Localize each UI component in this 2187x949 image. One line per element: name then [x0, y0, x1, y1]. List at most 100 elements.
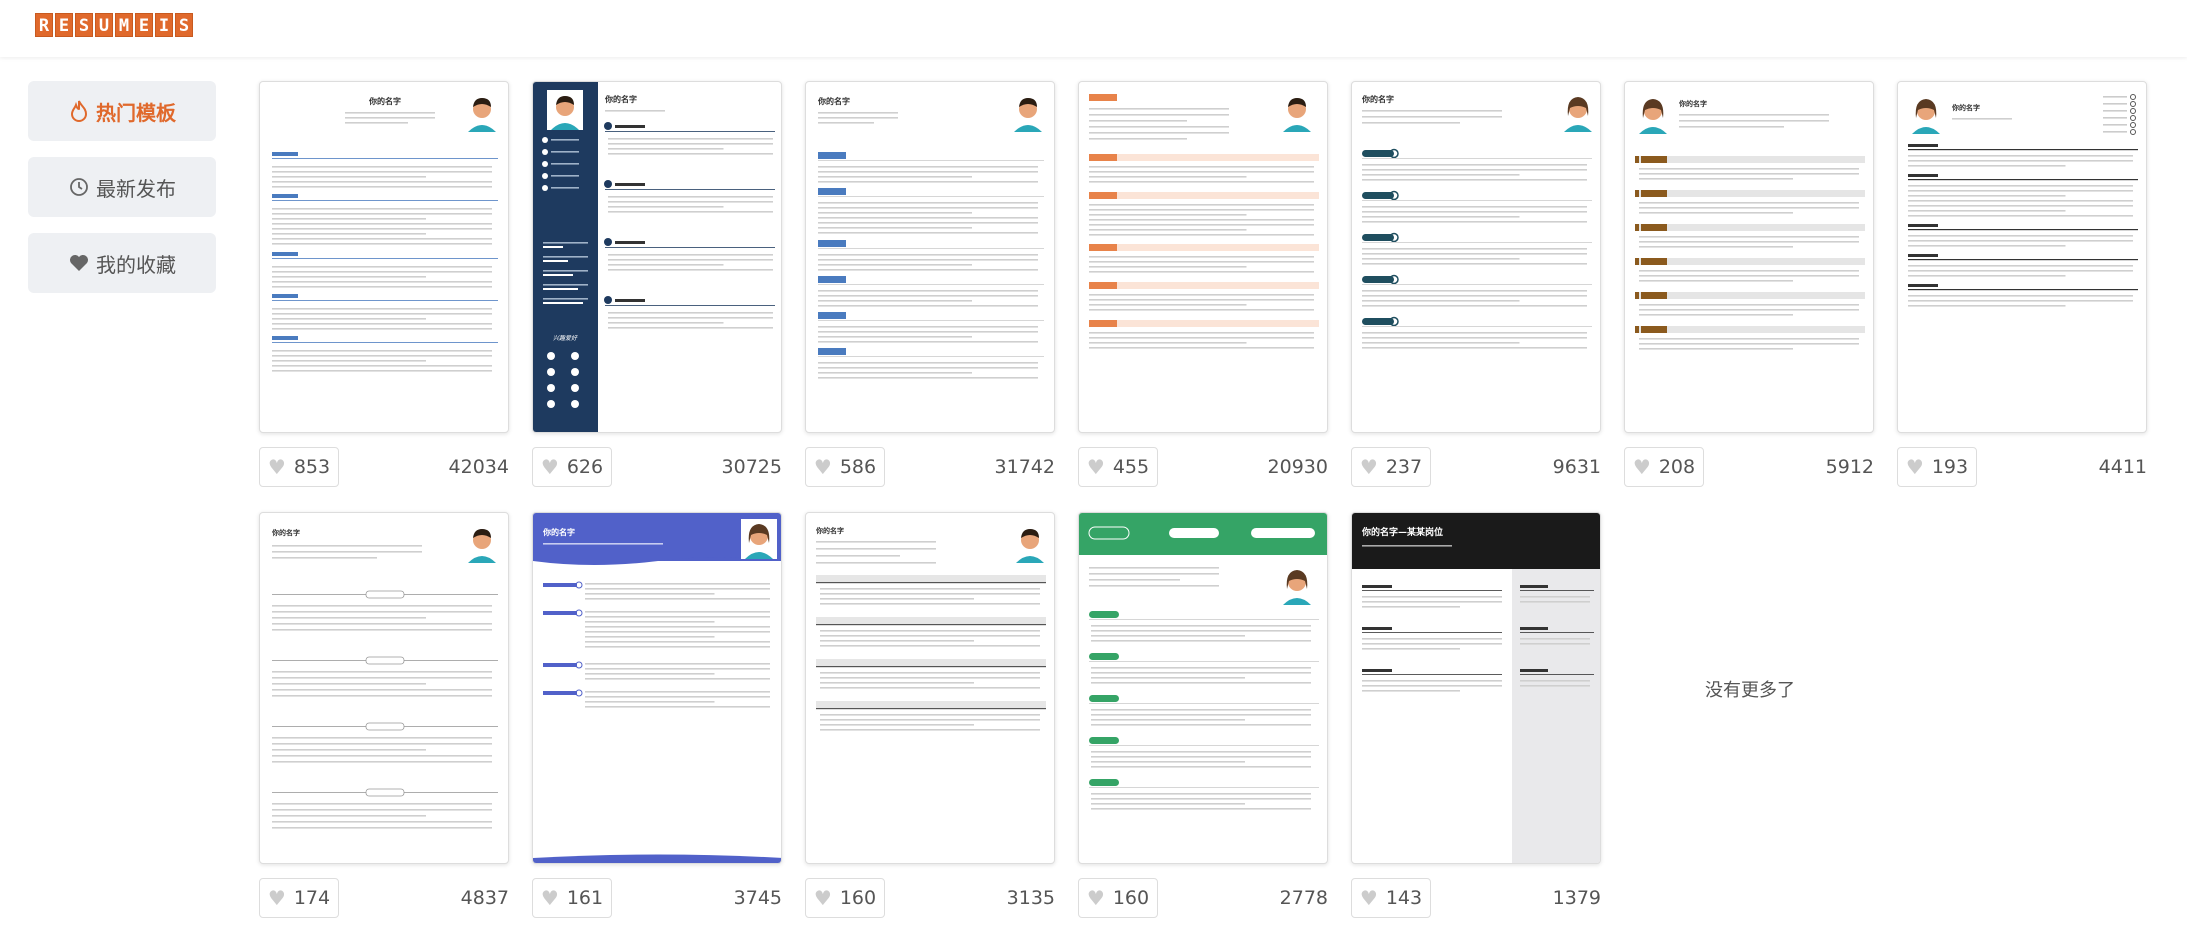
resume-title: 你的名字: [368, 96, 401, 106]
sidebar: 热门模板 最新发布 我的收藏: [28, 81, 216, 309]
clock-icon: [68, 176, 90, 198]
template-card[interactable]: 你的名字: [805, 512, 1055, 864]
avatar-icon: [1279, 92, 1315, 132]
view-count: 2778: [1279, 887, 1328, 909]
sidebar-item-popular[interactable]: 热门模板: [28, 81, 216, 141]
resume-title: 你的名字: [271, 528, 300, 537]
logo-letter: S: [175, 13, 193, 37]
like-button[interactable]: ♥ 174: [259, 878, 339, 918]
resume-title: 你的名字: [1678, 99, 1707, 108]
like-button[interactable]: ♥ 160: [805, 878, 885, 918]
template-card[interactable]: [1078, 512, 1328, 864]
view-count: 4837: [460, 887, 509, 909]
avatar-icon: [464, 523, 500, 563]
heart-icon: ♥: [813, 886, 832, 910]
template-card[interactable]: 你的名字: [259, 512, 509, 864]
logo-letter: S: [75, 13, 93, 37]
heart-icon: ♥: [1086, 455, 1105, 479]
template-card[interactable]: 你的名字: [259, 81, 509, 433]
avatar-icon: [1012, 523, 1048, 563]
heart-icon: ♥: [540, 886, 559, 910]
resume-title: 你的名字: [815, 526, 844, 535]
template-card[interactable]: 你的名字: [1897, 81, 2147, 433]
like-button[interactable]: ♥ 208: [1624, 447, 1704, 487]
resume-title: 你的名字: [604, 94, 637, 104]
logo-letter: E: [135, 13, 153, 37]
avatar-icon: [1635, 94, 1671, 134]
avatar-icon: [464, 92, 500, 132]
resume-title: 你的名字: [1951, 103, 1980, 112]
like-button[interactable]: ♥ 161: [532, 878, 612, 918]
view-count: 42034: [448, 456, 509, 478]
sidebar-item-label: 热门模板: [96, 100, 176, 125]
logo-letter: U: [95, 13, 113, 37]
logo-letter: M: [115, 13, 133, 37]
avatar-icon: [1010, 92, 1046, 132]
sidebar-label: 兴趣爱好: [553, 334, 578, 342]
sidebar-item-favorites[interactable]: 我的收藏: [28, 233, 216, 293]
view-count: 5912: [1825, 456, 1874, 478]
like-button[interactable]: ♥ 193: [1897, 447, 1977, 487]
heart-icon: ♥: [1905, 455, 1924, 479]
like-button[interactable]: ♥ 853: [259, 447, 339, 487]
like-button[interactable]: ♥ 455: [1078, 447, 1158, 487]
template-card[interactable]: 你的名字: [805, 81, 1055, 433]
resume-title: 你的名字: [542, 527, 575, 537]
no-more-text: 没有更多了: [1705, 680, 1795, 701]
view-count: 9631: [1552, 456, 1601, 478]
avatar-icon: [547, 90, 583, 130]
view-count: 4411: [2098, 456, 2147, 478]
logo-letter: E: [55, 13, 73, 37]
like-count: 143: [1385, 887, 1423, 909]
like-button[interactable]: ♥ 237: [1351, 447, 1431, 487]
heart-icon: ♥: [540, 455, 559, 479]
like-button[interactable]: ♥ 143: [1351, 878, 1431, 918]
template-card[interactable]: 你的名字—某某岗位: [1351, 512, 1601, 864]
like-count: 193: [1931, 456, 1969, 478]
logo-letter: I: [155, 13, 173, 37]
like-count: 160: [839, 887, 877, 909]
template-card[interactable]: 你的名字: [532, 512, 782, 864]
like-count: 160: [1112, 887, 1150, 909]
heart-icon: ♥: [1632, 455, 1651, 479]
avatar-icon: [1560, 92, 1596, 132]
template-card[interactable]: 你的名字: [1624, 81, 1874, 433]
avatar-icon: [1279, 565, 1315, 605]
like-count: 853: [293, 456, 331, 478]
template-card[interactable]: 你的名字: [1351, 81, 1601, 433]
template-card[interactable]: [1078, 81, 1328, 433]
like-count: 455: [1112, 456, 1150, 478]
sidebar-item-label: 我的收藏: [96, 252, 176, 277]
flame-icon: [68, 100, 90, 122]
view-count: 30725: [721, 456, 782, 478]
heart-icon: ♥: [267, 886, 286, 910]
like-count: 626: [566, 456, 604, 478]
heart-icon: ♥: [267, 455, 286, 479]
view-count: 1379: [1552, 887, 1601, 909]
heart-icon: ♥: [813, 455, 832, 479]
resume-title: 你的名字—某某岗位: [1361, 526, 1443, 538]
like-count: 586: [839, 456, 877, 478]
like-button[interactable]: ♥ 626: [532, 447, 612, 487]
like-count: 174: [293, 887, 331, 909]
resume-title: 你的名字: [1361, 94, 1394, 104]
view-count: 3745: [733, 887, 782, 909]
like-count: 208: [1658, 456, 1696, 478]
like-button[interactable]: ♥ 586: [805, 447, 885, 487]
heart-icon: ♥: [1086, 886, 1105, 910]
like-count: 161: [566, 887, 604, 909]
avatar-icon: [741, 519, 777, 559]
heart-icon: ♥: [1359, 886, 1378, 910]
heart-icon: ♥: [1359, 455, 1378, 479]
avatar-icon: [1908, 94, 1944, 134]
template-card[interactable]: 兴趣爱好 你的名字: [532, 81, 782, 433]
like-button[interactable]: ♥ 160: [1078, 878, 1158, 918]
view-count: 3135: [1006, 887, 1055, 909]
sidebar-item-latest[interactable]: 最新发布: [28, 157, 216, 217]
like-count: 237: [1385, 456, 1423, 478]
logo-letter: R: [35, 13, 53, 37]
view-count: 20930: [1267, 456, 1328, 478]
view-count: 31742: [994, 456, 1055, 478]
